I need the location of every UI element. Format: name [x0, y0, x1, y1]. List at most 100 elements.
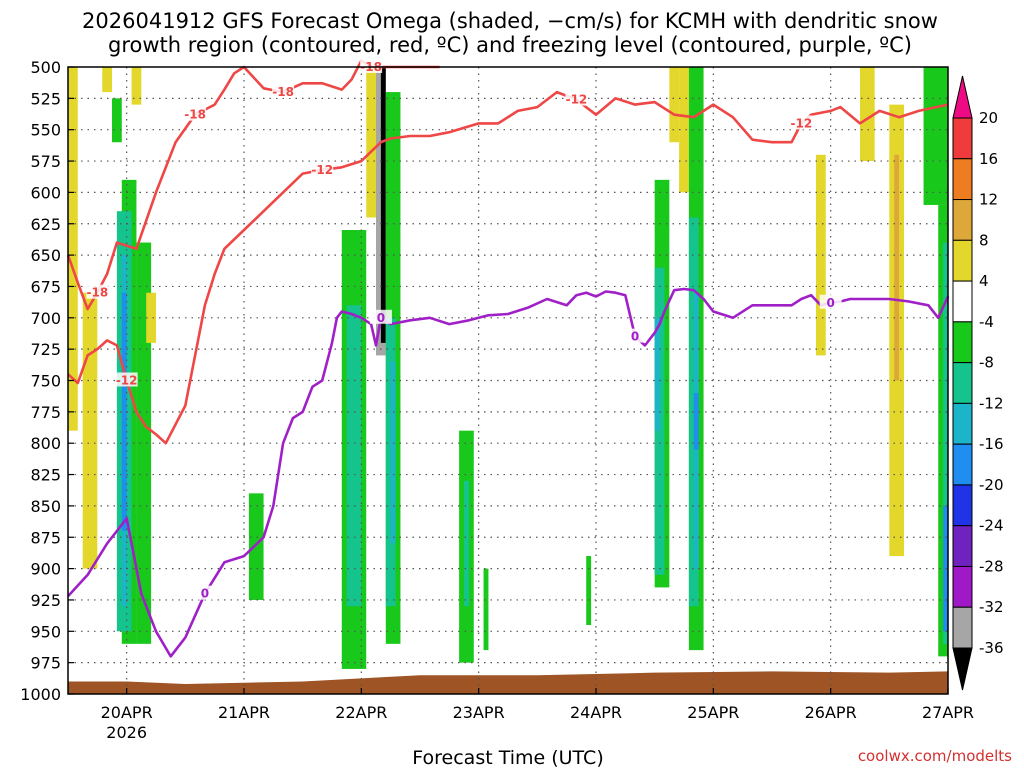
y-tick-label-775: 775 [30, 403, 61, 422]
y-tick-label-925: 925 [30, 591, 61, 610]
omega-cell-1 [82, 292, 98, 569]
y-tick-label-800: 800 [30, 434, 61, 453]
y-tick-label-875: 875 [30, 528, 61, 547]
colorbar-box-12 [952, 606, 973, 649]
y-tick-label-525: 525 [30, 89, 61, 108]
colorbar-box-2 [952, 199, 973, 241]
omega-cell-28 [679, 67, 689, 193]
x-tick-label-26APR: 26APR [805, 703, 857, 722]
omega-cell-8 [121, 292, 127, 531]
x-tick-label-27APR: 27APR [922, 703, 974, 722]
omega-cell-36 [894, 154, 900, 381]
contour-label-bg-2-21 [360, 59, 383, 73]
contour-label-0-25: 0 [377, 311, 385, 325]
terrain-fill [68, 671, 948, 694]
contour-label-1-45: -12 [790, 116, 812, 130]
y-tick-label-575: 575 [30, 152, 61, 171]
contour-label-bg-0-42 [624, 328, 647, 343]
contour-label-2-3: -18 [86, 286, 108, 300]
omega-cell-24 [669, 67, 680, 143]
y-tick-label-600: 600 [30, 183, 61, 202]
y-tick-label-550: 550 [30, 121, 61, 140]
x-tick-label-25APR: 25APR [687, 703, 739, 722]
colorbar-box-0 [952, 117, 973, 160]
y-axis: 500 525 550 575 600 625 650 675 700 725 750 775 800 8… [20, 58, 74, 704]
colorbar-label-13: -36 [979, 639, 1004, 657]
x-tick-label-21APR: 21APR [218, 703, 270, 722]
colorbar-box-1 [952, 158, 973, 201]
colorbar: 20 16 12 8 4 -4 -8 -12 -16 -20 -24 -28 -32 -36 [952, 75, 1004, 691]
colorbar-box-5 [952, 321, 973, 364]
credit-text: coolwx.com/modelts [858, 747, 1012, 765]
colorbar-box-7 [952, 402, 973, 445]
contour-label-bg-2-3 [86, 284, 109, 299]
x-axis-title: Forecast Time (UTC) [412, 747, 603, 768]
contour-label-bg-1-32 [565, 91, 588, 106]
y-tick-label-750: 750 [30, 372, 61, 391]
contour-label-2-9: -18 [184, 108, 206, 122]
colorbar-label-6: -8 [979, 354, 994, 372]
omega-cell-37 [923, 67, 948, 205]
colorbar-box-3 [952, 239, 973, 282]
contour-label-bg-0-59 [819, 294, 842, 309]
colorbar-label-8: -16 [979, 435, 1004, 453]
colorbar-bottom-arrow [952, 647, 973, 691]
chart-title-line-1: 2026041912 GFS Forecast Omega (shaded, −… [82, 9, 938, 33]
colorbar-label-12: -32 [979, 598, 1004, 616]
omega-cell-23 [586, 556, 592, 626]
omega-cell-4 [131, 67, 142, 105]
x-tick-label-23APR: 23APR [453, 703, 505, 722]
x-tick-label-22APR: 22APR [335, 703, 387, 722]
contour-label-0-59: 0 [826, 296, 834, 310]
colorbar-box-9 [952, 484, 973, 527]
y-tick-label-675: 675 [30, 277, 61, 296]
omega-cell-0 [68, 67, 78, 431]
colorbar-label-2: 12 [979, 191, 998, 209]
omega-cell-2 [102, 67, 112, 93]
contour-label-bg-2-15 [272, 84, 295, 99]
colorbar-box-4 [952, 280, 973, 323]
contour-label-2-15: -18 [272, 85, 294, 99]
chart-title-line-2: growth region (contoured, red, ºC) and f… [108, 33, 912, 57]
y-tick-label-900: 900 [30, 560, 61, 579]
colorbar-label-4: 4 [979, 272, 989, 290]
omega-cell-19 [390, 361, 396, 544]
colorbar-label-10: -24 [979, 517, 1004, 535]
y-tick-label-500: 500 [30, 58, 61, 77]
contour-label-bg-1-6 [115, 372, 138, 387]
colorbar-label-9: -20 [979, 476, 1004, 494]
colorbar-box-6 [952, 362, 973, 404]
colorbar-label-11: -28 [979, 557, 1004, 575]
contour-label-bg-1-19 [311, 161, 334, 176]
contour-line-1 [67, 90, 949, 445]
terrain [68, 671, 948, 694]
colorbar-box-8 [952, 443, 973, 486]
contour-label-bg-2-9 [184, 106, 207, 121]
contour-label-0-42: 0 [631, 330, 639, 344]
colorbar-label-1: 16 [979, 150, 998, 168]
y-tick-label-975: 975 [30, 654, 61, 673]
colorbar-label-0: 20 [979, 109, 998, 127]
colorbar-box-10 [952, 525, 973, 567]
y-tick-label-1000: 1000 [20, 685, 61, 704]
colorbar-top-arrow [952, 75, 973, 119]
y-tick-label-850: 850 [30, 497, 61, 516]
omega-cell-13 [346, 305, 362, 607]
omega-cell-33 [816, 154, 826, 356]
omega-cell-14 [366, 67, 376, 218]
colorbar-label-3: 8 [979, 231, 989, 249]
colorbar-label-7: -12 [979, 394, 1004, 412]
contour-label-1-32: -12 [566, 93, 588, 107]
y-tick-label-625: 625 [30, 215, 61, 234]
y-tick-label-650: 650 [30, 246, 61, 265]
y-tick-label-825: 825 [30, 466, 61, 485]
omega-cell-32 [693, 393, 699, 450]
x-tick-sublabel-20APR: 2026 [106, 723, 147, 742]
omega-cell-10 [146, 292, 156, 343]
contour-label-0-8: 0 [201, 587, 209, 601]
omega-cell-11 [248, 493, 264, 600]
omega-cell-3 [112, 98, 122, 143]
